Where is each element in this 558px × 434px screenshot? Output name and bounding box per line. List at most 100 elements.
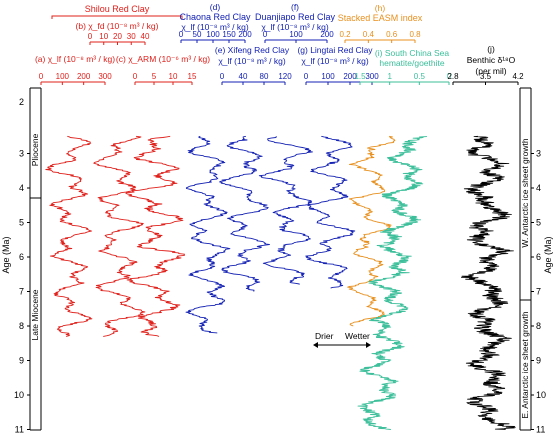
panel-i-unit: hematite/goethite (379, 58, 444, 68)
panel-a-title: (a) χ_lf (10⁻⁸ m³ / kg) (35, 54, 115, 64)
panel-g-tick-label: 0 (304, 72, 309, 81)
epoch-late-miocene: Late Miocene (30, 289, 40, 340)
panel-j: 2.8 3.5 4.2 (447, 72, 524, 430)
panel-h-tick-label: 0.4 (363, 30, 375, 39)
panel-h-tick-label: 0.6 (386, 30, 398, 39)
site-label-easm: Stacked EASM index (338, 13, 423, 23)
panel-e-tick-label: 40 (239, 72, 248, 81)
panel-i-tick-label: 0.5 (414, 72, 426, 81)
panel-e-series (219, 135, 270, 292)
panel-j-unit2: (per mil) (475, 66, 506, 76)
panel-j-tick-label: 4.2 (512, 72, 524, 81)
panel-b-tick-label: 0 (88, 32, 93, 41)
age-tick-label: 3 (19, 149, 24, 159)
age-tick-label: 10 (14, 390, 24, 400)
age-tick-label-right: 6 (536, 252, 541, 262)
panel-e-title: (e) Xifeng Red Clay (215, 45, 290, 55)
panel-f-tick-label: 100 (289, 30, 303, 39)
panel-d-tick-label: 50 (193, 30, 202, 39)
panel-c-tick-label: 0 (133, 72, 138, 81)
panel-c-tick-label: 10 (169, 72, 178, 81)
panel-f-tick-label: 200 (320, 30, 334, 39)
panel-i-title: (i) South China Sea (375, 48, 449, 58)
growth-west: W. Antarctic ice sheet growth (520, 138, 530, 247)
age-axis-left: 2 3 4 5 6 7 8 9 10 11 Age (Ma) Pliocene Late Mio… (1, 87, 42, 434)
growth-east: E. Antarctic ice sheet growth (520, 311, 530, 419)
age-tick-label-right: 4 (536, 183, 541, 193)
panel-a: 0 100 200 300 (39, 72, 112, 337)
panel-g-series (305, 135, 356, 289)
panel-i-tick-label: 1 (387, 72, 392, 81)
panel-d-tick-label: 0 (179, 30, 184, 39)
panel-a-tick-label: 200 (77, 72, 91, 81)
panel-c: 0 5 10 15 (125, 72, 197, 337)
site-label-duanjiapo: Duanjiapo Red Clay (255, 12, 336, 22)
panel-j-series (460, 135, 516, 430)
panel-e-tick-label: 120 (278, 72, 292, 81)
panel-b-tick-label: 10 (99, 32, 108, 41)
arrow-head-right (366, 342, 371, 348)
panel-g-tick-label: 300 (365, 72, 379, 81)
panel-d-title: (d) (210, 2, 221, 12)
panel-b-tick-label: 40 (141, 32, 150, 41)
drier-label: Drier (315, 331, 334, 341)
panel-c-series (125, 135, 185, 337)
panel-e-tick-label: 0 (220, 72, 225, 81)
panel-b-tick-label: 30 (127, 32, 136, 41)
panel-i-tick-label: 0 (447, 72, 452, 81)
panel-g: 0 100 200 300 (304, 72, 379, 289)
wetter-label: Wetter (345, 331, 370, 341)
panel-j-unit: Benthic δ¹⁸O (467, 55, 516, 65)
age-tick-label: 11 (15, 425, 24, 434)
epoch-pliocene: Pliocene (30, 133, 40, 166)
panel-h: 0.2 0.4 0.6 0.8 (339, 30, 421, 327)
age-tick-label-right: 3 (536, 149, 541, 159)
panel-i-tick-label: 1.5 (354, 72, 366, 81)
panel-b-series (93, 135, 146, 337)
age-tick-label-right: 5 (536, 218, 541, 228)
age-axis-label-right: Age (Ma) (543, 236, 553, 273)
panel-h-title: (h) (375, 3, 386, 13)
panel-a-tick-label: 300 (98, 72, 112, 81)
panel-g-tick-label: 100 (321, 72, 335, 81)
panel-d-tick-label: 200 (238, 30, 252, 39)
age-tick-label: 9 (19, 356, 24, 366)
age-tick-label-right: 10 (536, 390, 546, 400)
site-label-chaona: Chaona Red Clay (179, 12, 251, 22)
age-tick-2: 2 (19, 97, 24, 107)
panel-d-series (185, 135, 231, 334)
panel-b: 0 10 20 30 40 (88, 32, 150, 337)
panel-e-unit: χ_lf (10⁻⁸ m³ / kg) (218, 56, 285, 66)
panel-f-tick-label: 0 (263, 30, 268, 39)
age-tick-label: 6 (19, 252, 24, 262)
panel-c-tick-label: 5 (152, 72, 157, 81)
age-axis-label: Age (Ma) (1, 236, 11, 273)
panel-g-tick-label: 200 (343, 72, 357, 81)
panel-e-tick-label: 80 (260, 72, 269, 81)
age-tick-label: 4 (19, 183, 24, 193)
drier-wetter-annotation: Drier Wetter (313, 331, 371, 348)
age-tick-label: 5 (19, 218, 24, 228)
arrow-head-left (313, 342, 318, 348)
panel-b-tick-label: 20 (113, 32, 122, 41)
panel-h-series (347, 135, 396, 327)
age-tick-label-right: 11 (536, 425, 545, 434)
panel-f-unit: χ_lf (10⁻⁸ m³ / kg) (261, 22, 328, 32)
panel-a-tick-label: 100 (56, 72, 70, 81)
panel-f: 0 100 200 (258, 30, 334, 285)
age-tick-label-right: 9 (536, 356, 541, 366)
panel-g-title: (g) Lingtai Red Clay (297, 45, 373, 55)
age-tick-label-right: 7 (536, 287, 541, 297)
site-label-shilou: Shilou Red Clay (85, 4, 150, 14)
panel-d-tick-label: 100 (206, 30, 220, 39)
panel-g-unit: χ_lf (10⁻⁸ m³ / kg) (301, 56, 368, 66)
panel-d-unit: χ_lf (10⁻⁸ m³ / kg) (181, 22, 248, 32)
panel-e: 0 40 80 120 (219, 72, 292, 292)
age-axis-right: 3 4 5 6 7 8 9 10 11 Age (Ma) W. Antarctic ice sh… (519, 87, 553, 434)
age-tick-label: 8 (19, 321, 24, 331)
header-shilou: Shilou Red Clay (b) χ_fd (10⁻⁸ m³ / kg) (51, 4, 183, 31)
panel-j-title: (j) (487, 44, 495, 54)
panel-c-tick-label: 15 (188, 72, 197, 81)
